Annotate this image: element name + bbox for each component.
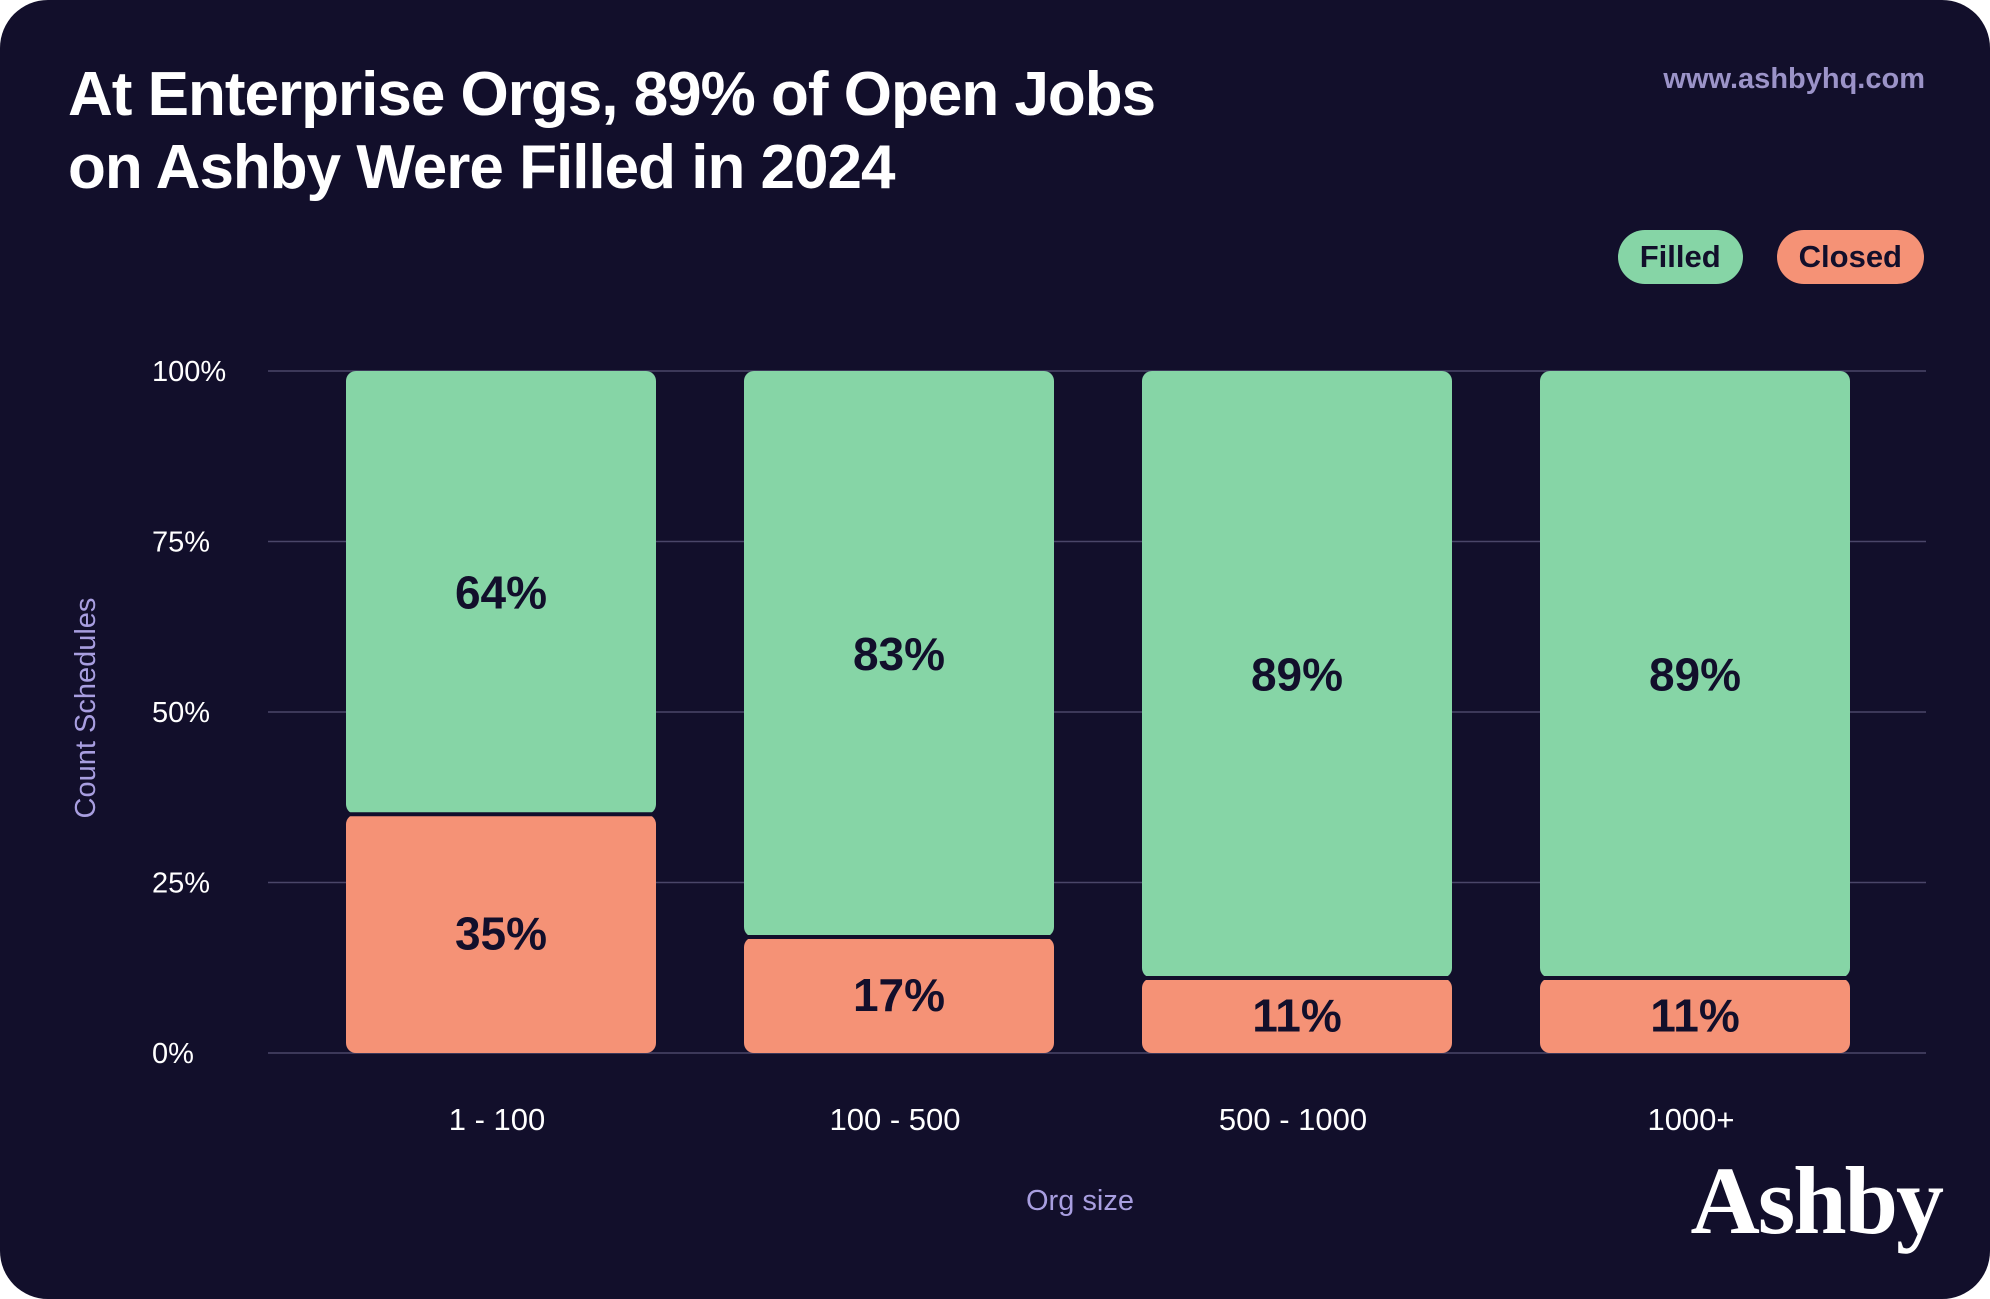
- x-tick-label: 1 - 100: [449, 1102, 546, 1137]
- x-tick-label: 500 - 1000: [1219, 1102, 1367, 1137]
- y-tick-label: 75%: [152, 527, 210, 559]
- data-label-filled: 89%: [1649, 648, 1741, 700]
- legend-filled: Filled: [1617, 230, 1743, 284]
- chart-title-line-1: At Enterprise Orgs, 89% of Open Jobs: [68, 60, 1156, 129]
- legend-closed: Closed: [1776, 230, 1924, 284]
- ashby-logo: Ashby: [1690, 1147, 1944, 1254]
- chart-legend: Filled Closed: [1617, 230, 1924, 284]
- bar-segment-filled: [1540, 371, 1850, 978]
- bar-segment-closed: [346, 814, 656, 1053]
- data-label-closed: 35%: [455, 908, 547, 960]
- x-tick-label: 1000+: [1647, 1102, 1734, 1137]
- data-label-filled: 89%: [1251, 648, 1343, 700]
- y-tick-label: 50%: [152, 697, 210, 729]
- chart-title-line-2: on Ashby Were Filled in 2024: [68, 133, 895, 202]
- x-tick-label: 100 - 500: [830, 1102, 961, 1137]
- y-tick-label: 25%: [152, 868, 210, 900]
- data-label-filled: 83%: [853, 628, 945, 680]
- data-label-filled: 64%: [455, 567, 547, 619]
- y-axis-ticks: 0% 25% 50% 75% 100%: [152, 356, 226, 1070]
- y-axis-label: Count Schedules: [70, 598, 102, 819]
- x-axis-ticks: 1 - 100 100 - 500 500 - 1000 1000+: [449, 1102, 1735, 1137]
- y-tick-label: 0%: [152, 1038, 194, 1070]
- bar-segment-filled: [744, 371, 1054, 938]
- bar-segment-closed: [744, 937, 1054, 1053]
- data-label-closed: 17%: [853, 969, 945, 1021]
- data-label-closed: 11%: [1650, 989, 1740, 1041]
- chart-title: At Enterprise Orgs, 89% of Open Jobs on …: [68, 58, 1268, 204]
- bar-segment-filled: [1142, 371, 1452, 978]
- bar-segment-filled: [346, 371, 656, 815]
- website-url: www.ashbyhq.com: [1663, 63, 1925, 95]
- data-label-closed: 11%: [1252, 989, 1342, 1041]
- bars: 35% 64% 17% 83% 11% 89% 11% 89%: [346, 371, 1850, 1053]
- x-axis-label: Org size: [1026, 1185, 1134, 1217]
- y-tick-label: 100%: [152, 356, 226, 388]
- bar-segment-closed: [1540, 977, 1850, 1053]
- bar-segment-closed: [1142, 977, 1452, 1053]
